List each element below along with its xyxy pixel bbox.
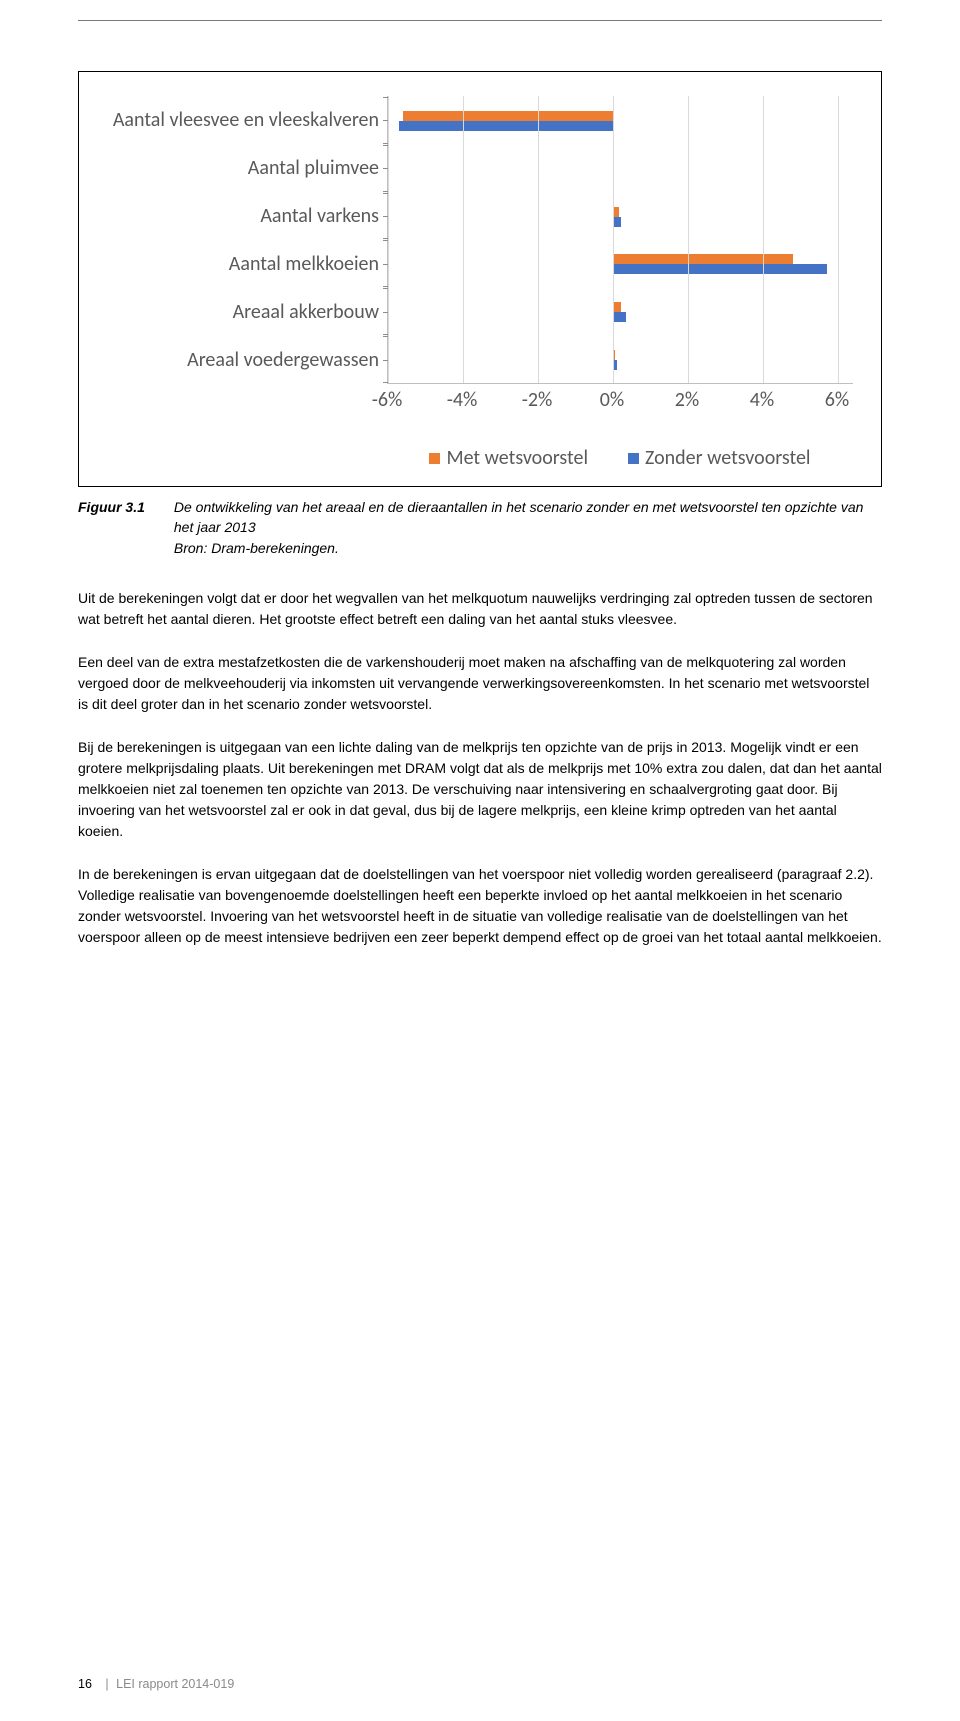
document-page: Aantal vleesvee en vleeskalverenAantal p… bbox=[0, 0, 960, 1721]
figure-number: Figuur 3.1 bbox=[78, 497, 170, 517]
chart-gridline bbox=[463, 96, 464, 383]
chart-bar bbox=[613, 254, 793, 264]
chart-container: Aantal vleesvee en vleeskalverenAantal p… bbox=[78, 71, 882, 487]
figure-caption-source: Bron: Dram-berekeningen. bbox=[174, 540, 339, 556]
chart-x-tick-label: 0% bbox=[600, 388, 624, 412]
paragraph: In de berekeningen is ervan uitgegaan da… bbox=[78, 864, 882, 948]
chart-legend-label: Zonder wetsvoorstel bbox=[645, 446, 810, 470]
chart-bar bbox=[403, 111, 613, 121]
figure-caption: Figuur 3.1 De ontwikkeling van het areaa… bbox=[78, 497, 882, 558]
chart-legend: Met wetsvoorstel Zonder wetsvoorstel bbox=[387, 446, 853, 470]
chart-category-row bbox=[388, 144, 853, 192]
chart-category-label: Aantal varkens bbox=[107, 192, 379, 240]
chart-category-row bbox=[388, 335, 853, 383]
chart-bar bbox=[613, 264, 827, 274]
chart-category-label: Aantal vleesvee en vleeskalveren bbox=[107, 96, 379, 144]
chart-category-label: Aantal melkkoeien bbox=[107, 240, 379, 288]
page-footer: 16 | LEI rapport 2014-019 bbox=[78, 1677, 234, 1691]
chart-plot-area bbox=[387, 96, 853, 384]
chart-category-label: Areaal akkerbouw bbox=[107, 288, 379, 336]
chart-legend-item: Met wetsvoorstel bbox=[429, 446, 588, 470]
chart-bar bbox=[399, 121, 613, 131]
chart-x-tick-label: 4% bbox=[750, 388, 774, 412]
chart-category-row bbox=[388, 239, 853, 287]
figure-caption-main: De ontwikkeling van het areaal en de die… bbox=[174, 499, 864, 535]
chart-bar bbox=[613, 217, 621, 227]
paragraph: Uit de berekeningen volgt dat er door he… bbox=[78, 588, 882, 630]
report-id: LEI rapport 2014-019 bbox=[116, 1677, 234, 1691]
chart-x-tick-label: -6% bbox=[372, 388, 403, 412]
chart-x-tick-label: -2% bbox=[522, 388, 553, 412]
chart-category-row bbox=[388, 287, 853, 335]
chart-x-tick-label: -4% bbox=[447, 388, 478, 412]
chart-legend-swatch bbox=[628, 453, 639, 464]
chart-category-row bbox=[388, 96, 853, 144]
chart-category-label: Aantal pluimvee bbox=[107, 144, 379, 192]
paragraph: Een deel van de extra mestafzetkosten di… bbox=[78, 652, 882, 715]
chart-x-tick-label: 2% bbox=[675, 388, 699, 412]
chart-legend-swatch bbox=[429, 453, 440, 464]
chart-gridline bbox=[688, 96, 689, 383]
header-rule bbox=[78, 20, 882, 21]
chart-bar bbox=[613, 302, 621, 312]
chart-gridline bbox=[613, 96, 614, 383]
chart-gridline bbox=[538, 96, 539, 383]
chart-gridline bbox=[388, 96, 389, 383]
chart-legend-item: Zonder wetsvoorstel bbox=[628, 446, 810, 470]
chart-gridline bbox=[838, 96, 839, 383]
chart-category-label: Areaal voedergewassen bbox=[107, 336, 379, 384]
page-number: 16 bbox=[78, 1677, 92, 1691]
chart-area: Aantal vleesvee en vleeskalverenAantal p… bbox=[107, 96, 853, 384]
chart-gridline bbox=[763, 96, 764, 383]
chart-x-axis: -6%-4%-2%0%2%4%6% bbox=[387, 388, 837, 412]
chart-bar bbox=[613, 312, 626, 322]
chart-x-tick-label: 6% bbox=[825, 388, 849, 412]
paragraph: Bij de berekeningen is uitgegaan van een… bbox=[78, 737, 882, 842]
chart-legend-label: Met wetsvoorstel bbox=[446, 446, 588, 470]
figure-caption-text: De ontwikkeling van het areaal en de die… bbox=[174, 497, 880, 558]
chart-category-row bbox=[388, 192, 853, 240]
chart-bars bbox=[388, 96, 853, 383]
chart-y-labels: Aantal vleesvee en vleeskalverenAantal p… bbox=[107, 96, 387, 384]
footer-separator: | bbox=[105, 1677, 108, 1691]
